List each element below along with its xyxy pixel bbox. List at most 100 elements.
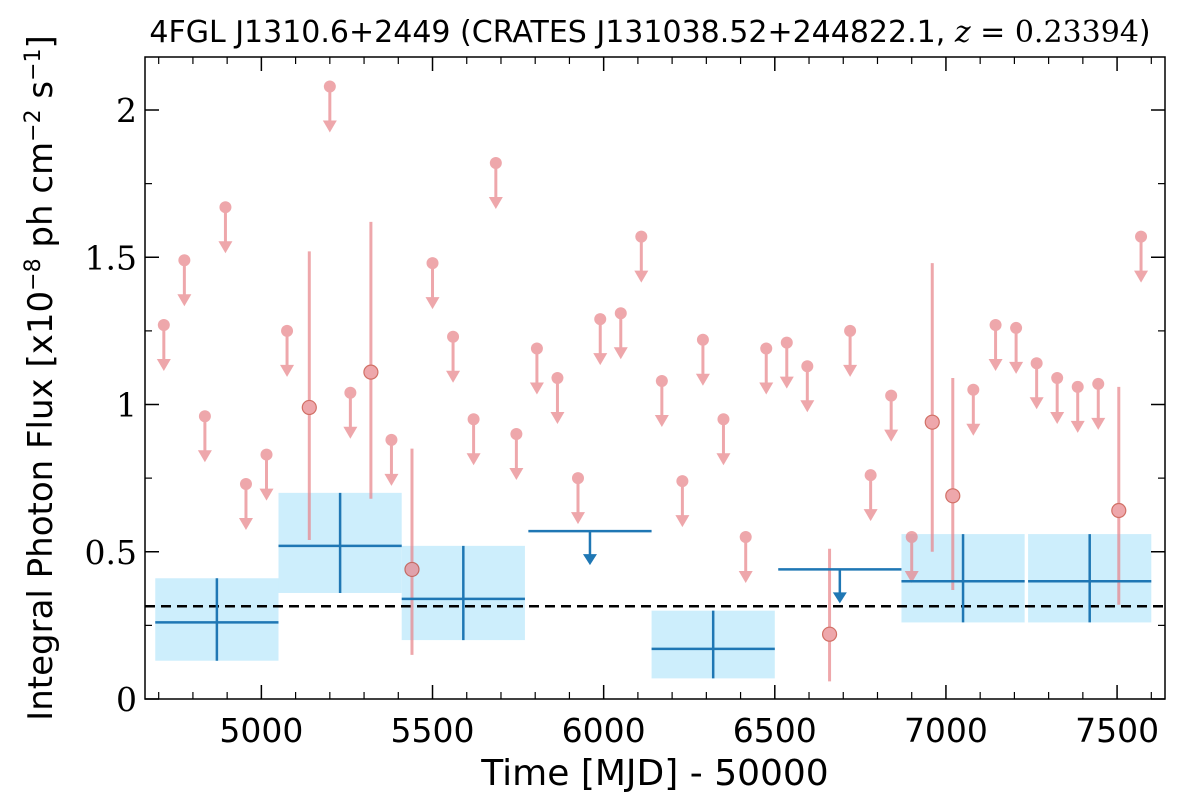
short-bin-arrow-head [779, 376, 794, 389]
short-bin-point-2 [197, 410, 212, 463]
plot-area [145, 80, 1165, 682]
short-bin-arrow-head [280, 364, 295, 377]
x-tick-label: 6000 [562, 711, 646, 750]
short-bin-point-29 [759, 342, 774, 395]
short-bin-marker [760, 342, 773, 355]
long-bin-point-5 [778, 568, 902, 604]
short-bin-marker [510, 427, 523, 440]
y-tick-label: 0.5 [85, 533, 137, 572]
short-bin-point-10 [363, 221, 379, 499]
x-tick-label: 6500 [733, 711, 817, 750]
short-bin-point-0 [156, 318, 171, 371]
short-bin-marker [323, 80, 336, 93]
short-bin-point-41 [1009, 321, 1024, 374]
short-bin-arrow-head [613, 347, 628, 360]
short-bin-marker [447, 330, 460, 343]
short-bin-point-21 [593, 313, 608, 366]
short-bin-marker [945, 488, 961, 504]
y-tick-label: 0 [116, 680, 137, 719]
short-bin-arrow-head [695, 373, 710, 386]
title-z-value: 0.23394 [1015, 15, 1139, 50]
short-bin-marker [864, 469, 877, 482]
short-bin-arrow-head [863, 509, 878, 522]
short-bin-point-27 [716, 413, 731, 466]
short-bin-marker [801, 360, 814, 373]
ylabel-suffix: ] [21, 35, 61, 48]
short-bin-marker [551, 372, 564, 384]
short-bin-point-15 [466, 413, 481, 466]
short-bin-point-34 [863, 469, 878, 522]
x-tick-label: 5500 [391, 711, 475, 750]
short-bin-point-7 [301, 251, 317, 540]
short-bin-arrow-head [570, 512, 585, 525]
short-bin-point-31 [800, 360, 815, 413]
short-bin-point-17 [509, 427, 524, 480]
short-bin-point-23 [634, 230, 649, 283]
short-bin-marker [426, 257, 439, 270]
short-bin-point-40 [988, 318, 1003, 371]
short-bin-point-44 [1070, 380, 1085, 433]
short-bin-arrow-head [218, 241, 233, 254]
short-bin-point-46 [1111, 386, 1127, 605]
ylabel-mid2: s [21, 81, 61, 110]
ylabel-exp3: −1 [21, 48, 46, 80]
short-bin-point-30 [779, 336, 794, 389]
short-bin-point-8 [322, 80, 337, 133]
long-bin-point-4 [651, 610, 775, 679]
short-bin-point-11 [384, 433, 399, 486]
short-bin-point-26 [695, 333, 710, 386]
short-bin-arrow-head [259, 488, 274, 501]
short-bin-arrow-head [593, 353, 608, 366]
short-bin-point-16 [488, 157, 503, 210]
short-bin-arrow-head [800, 400, 815, 413]
short-bin-arrow-head [1134, 270, 1149, 283]
short-bin-point-32 [821, 548, 838, 682]
x-tick-label: 7500 [1075, 711, 1159, 750]
y-axis-label: Integral Photon Flux [x10−8 ph cm−2 s−1] [21, 35, 62, 721]
short-bin-arrow-head [488, 197, 503, 210]
short-bin-arrow-head [384, 473, 399, 486]
short-bin-marker [178, 254, 191, 267]
short-bin-marker [1111, 502, 1127, 519]
short-bin-point-24 [654, 374, 669, 427]
short-bin-point-3 [218, 201, 233, 254]
short-bin-arrow-head [988, 358, 1003, 371]
short-bin-point-22 [613, 307, 628, 360]
long-bin-point-3 [528, 529, 652, 566]
short-bin-marker [780, 336, 793, 349]
y-tick-label: 1.5 [85, 238, 137, 277]
short-bin-arrow-head [322, 120, 337, 133]
short-bin-marker [885, 389, 898, 402]
long-bin-point-6 [901, 534, 1025, 623]
short-bin-point-5 [259, 448, 274, 501]
short-bin-point-25 [675, 475, 690, 528]
short-bin-marker [1135, 230, 1148, 243]
short-bin-marker [344, 386, 357, 399]
short-bin-marker [363, 364, 379, 380]
short-bin-point-1 [177, 254, 192, 307]
short-bin-arrow-head [1091, 417, 1106, 430]
short-bin-arrow-head [1029, 397, 1044, 410]
short-bin-point-28 [738, 531, 753, 584]
short-bin-arrow-head [343, 426, 358, 439]
short-bin-marker [489, 157, 502, 170]
short-bin-arrow-head [738, 571, 753, 584]
title-z-symbol: z [954, 15, 971, 50]
short-bin-point-20 [570, 472, 585, 525]
long-bin-point-2 [401, 545, 525, 641]
short-bin-marker [821, 626, 838, 642]
short-bin-marker [924, 414, 940, 430]
short-bin-arrow-head [238, 518, 253, 531]
x-tick-label: 7000 [904, 711, 988, 750]
short-bin-marker [594, 313, 607, 326]
short-bin-marker [635, 230, 648, 243]
short-bin-marker [739, 531, 752, 544]
short-bin-point-45 [1091, 377, 1106, 430]
short-bin-marker [717, 413, 730, 426]
short-bin-arrow-head [843, 364, 858, 377]
short-bin-marker [385, 433, 398, 446]
y-tick-label: 2 [116, 91, 137, 130]
ylabel-exp1: −8 [21, 258, 46, 290]
long-bin-arrow-head [832, 592, 847, 604]
